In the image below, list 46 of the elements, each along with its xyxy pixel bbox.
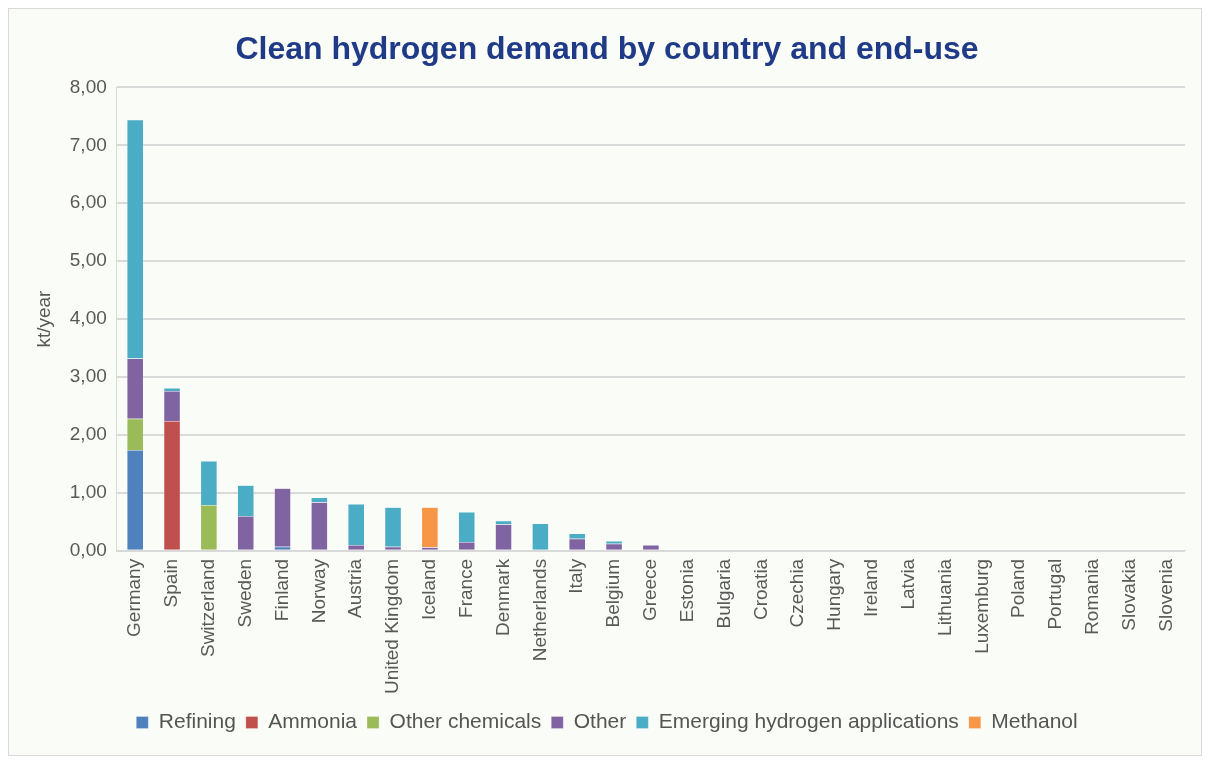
y-tick-label: 1,00 xyxy=(69,481,107,503)
x-tick-label: Slovenia xyxy=(1154,558,1176,632)
legend-label: Other chemicals xyxy=(389,709,542,733)
x-tick-label: Slovakia xyxy=(1117,558,1139,631)
x-tick-label: Bulgaria xyxy=(712,558,734,629)
x-tick-label: United Kingdom xyxy=(381,558,403,695)
x-tick-label: Denmark xyxy=(491,558,513,636)
x-tick-label: Estonia xyxy=(675,558,697,623)
x-tick-label: Hungary xyxy=(823,558,845,631)
x-tick-label: Czechia xyxy=(786,558,808,628)
chart-title: Clean hydrogen demand by country and end-use xyxy=(235,30,979,67)
y-tick-label: 5,00 xyxy=(69,249,107,271)
x-tick-label: Switzerland xyxy=(197,558,219,658)
y-tick-label: 7,00 xyxy=(69,133,107,155)
x-tick-label: Latvia xyxy=(896,558,918,610)
x-tick-label: Netherlands xyxy=(528,558,550,662)
x-tick-label: Romania xyxy=(1081,558,1103,635)
x-tick-label: Ireland xyxy=(860,558,882,617)
legend-label: Ammonia xyxy=(268,709,358,733)
legend-label: Emerging hydrogen applications xyxy=(658,709,959,733)
x-tick-label: Luxemburg xyxy=(970,558,992,654)
y-tick-label: 8,00 xyxy=(69,75,107,97)
x-tick-label: Sweden xyxy=(233,558,255,628)
y-tick-label: 0,00 xyxy=(69,539,107,561)
x-tick-label: Italy xyxy=(565,558,587,594)
y-tick-label: 2,00 xyxy=(69,423,107,445)
x-tick-label: Germany xyxy=(123,558,145,637)
x-tick-label: Poland xyxy=(1007,558,1029,618)
x-tick-label: Croatia xyxy=(749,558,771,621)
x-tick-label: Greece xyxy=(639,558,661,622)
y-tick-label: 4,00 xyxy=(69,307,107,329)
x-tick-label: France xyxy=(454,558,476,618)
x-tick-label: Austria xyxy=(344,558,366,618)
legend-label: Other xyxy=(573,709,627,733)
y-tick-label: 3,00 xyxy=(69,365,107,387)
x-tick-label: Portugal xyxy=(1044,558,1066,630)
x-tick-label: Belgium xyxy=(602,558,624,628)
x-tick-label: Iceland xyxy=(418,558,440,621)
legend-label: Refining xyxy=(158,709,236,733)
x-tick-label: Spain xyxy=(160,558,182,608)
legend-label: Methanol xyxy=(991,709,1078,733)
x-tick-label: Finland xyxy=(270,558,292,622)
y-axis-title: kt/year xyxy=(32,289,54,348)
x-tick-label: Norway xyxy=(307,558,329,624)
x-tick-label: Lithuania xyxy=(933,558,955,636)
y-tick-label: 6,00 xyxy=(69,191,107,213)
